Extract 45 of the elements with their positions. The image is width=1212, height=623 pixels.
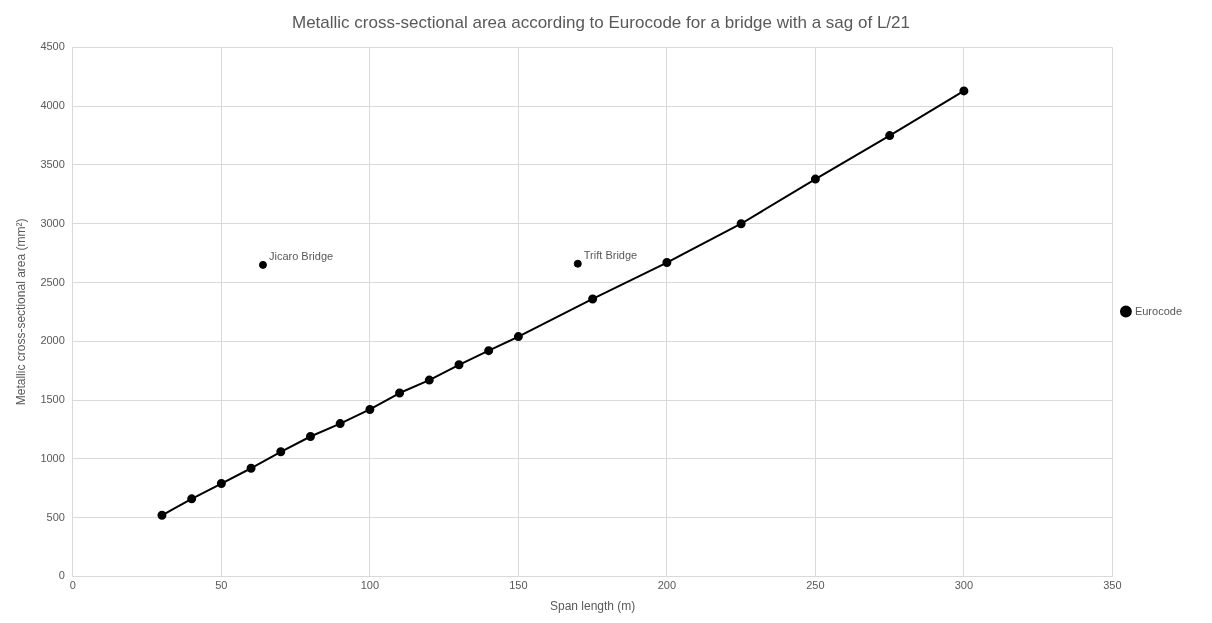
x-tick-label: 300 (954, 579, 974, 592)
chart-title: Metallic cross-sectional area according to Eurocode for a bridge with a sag of L/21 (292, 12, 910, 32)
y-tick-label: 3500 (40, 157, 65, 170)
point (513, 332, 523, 342)
point (365, 404, 375, 414)
y-axis-title: Metallic cross-sectional area (mm²) (13, 218, 28, 406)
point (424, 375, 434, 385)
series-label: Jicaro Bridge (268, 250, 334, 263)
point (187, 494, 197, 504)
x-tick-label: 350 (1103, 579, 1122, 592)
x-tick-label: 250 (806, 579, 825, 592)
point (588, 294, 598, 304)
point (276, 447, 286, 457)
point (810, 174, 820, 184)
point (573, 259, 582, 268)
point (216, 479, 226, 489)
x-tick-label: 0 (69, 579, 76, 592)
point (662, 258, 672, 268)
point (885, 131, 895, 141)
y-tick-label: 4500 (40, 40, 65, 53)
y-tick-label: 500 (46, 510, 65, 523)
y-tick-label: 1500 (40, 393, 65, 406)
y-tick-label: 2000 (40, 334, 65, 347)
point (335, 419, 345, 429)
point (454, 360, 464, 370)
point (246, 463, 256, 473)
y-tick-label: 4000 (40, 99, 65, 112)
x-tick-label: 100 (360, 579, 380, 592)
y-tick-label: 0 (58, 569, 65, 582)
point (484, 346, 494, 356)
point (395, 388, 405, 398)
point (736, 219, 746, 229)
point (157, 510, 167, 520)
y-tick-label: 1000 (40, 451, 65, 464)
x-tick-label: 50 (215, 579, 228, 592)
y-tick-label: 3000 (40, 216, 65, 229)
series-label: Trift Bridge (583, 249, 638, 262)
point (959, 86, 969, 96)
point (258, 260, 267, 269)
x-axis-title: Span length (m) (549, 599, 636, 614)
x-tick-label: 200 (657, 579, 677, 592)
y-tick-label: 2500 (40, 275, 65, 288)
x-tick-label: 150 (509, 579, 528, 592)
point (305, 432, 315, 442)
legend-label: Eurocode (1134, 304, 1183, 317)
